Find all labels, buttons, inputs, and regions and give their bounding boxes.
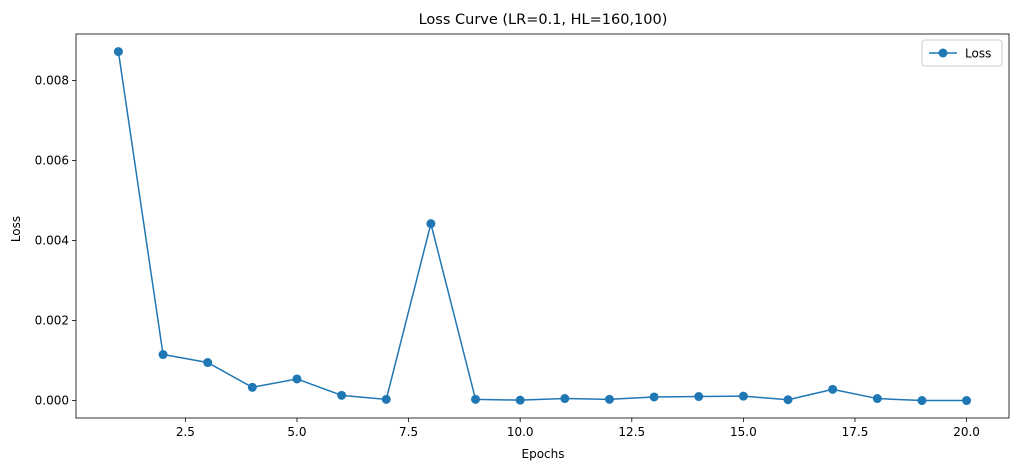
data-point <box>649 392 659 402</box>
legend-box <box>921 39 1003 67</box>
plot-frame <box>75 33 1010 419</box>
data-point <box>292 374 302 384</box>
legend: Loss <box>921 39 1003 67</box>
data-point <box>917 396 927 406</box>
legend-marker <box>938 48 948 58</box>
y-axis-label: Loss <box>9 216 23 242</box>
data-point <box>515 395 525 405</box>
x-axis-label: Epochs <box>522 447 565 461</box>
data-point <box>203 358 213 368</box>
data-point <box>783 395 793 405</box>
data-point <box>604 394 614 404</box>
data-point <box>872 394 882 404</box>
data-point <box>560 394 570 404</box>
x-tick-label: 15.0 <box>730 425 757 439</box>
data-point <box>247 382 257 392</box>
y-tick-label: 0.002 <box>35 314 69 328</box>
data-point <box>962 396 972 406</box>
data-point <box>337 390 347 400</box>
data-point <box>694 392 704 402</box>
y-tick-label: 0.004 <box>35 233 69 247</box>
x-tick-label: 5.0 <box>287 425 306 439</box>
x-tick-label: 10.0 <box>507 425 534 439</box>
data-point <box>828 384 838 394</box>
data-point <box>113 47 123 57</box>
series-line-loss <box>117 51 967 402</box>
data-point <box>471 394 481 404</box>
y-tick-label: 0.008 <box>35 73 69 87</box>
data-point <box>738 391 748 401</box>
data-point <box>381 394 391 404</box>
data-point <box>158 350 168 360</box>
y-tick-label: 0.000 <box>35 394 69 408</box>
y-tick-label: 0.006 <box>35 153 69 167</box>
x-tick-label: 20.0 <box>953 425 980 439</box>
x-tick-label: 12.5 <box>618 425 645 439</box>
x-tick-label: 17.5 <box>842 425 869 439</box>
legend-label: Loss <box>965 47 991 61</box>
data-point <box>426 219 436 229</box>
x-tick-label: 2.5 <box>176 425 195 439</box>
chart-title: Loss Curve (LR=0.1, HL=160,100) <box>419 12 668 28</box>
x-tick-label: 7.5 <box>399 425 418 439</box>
